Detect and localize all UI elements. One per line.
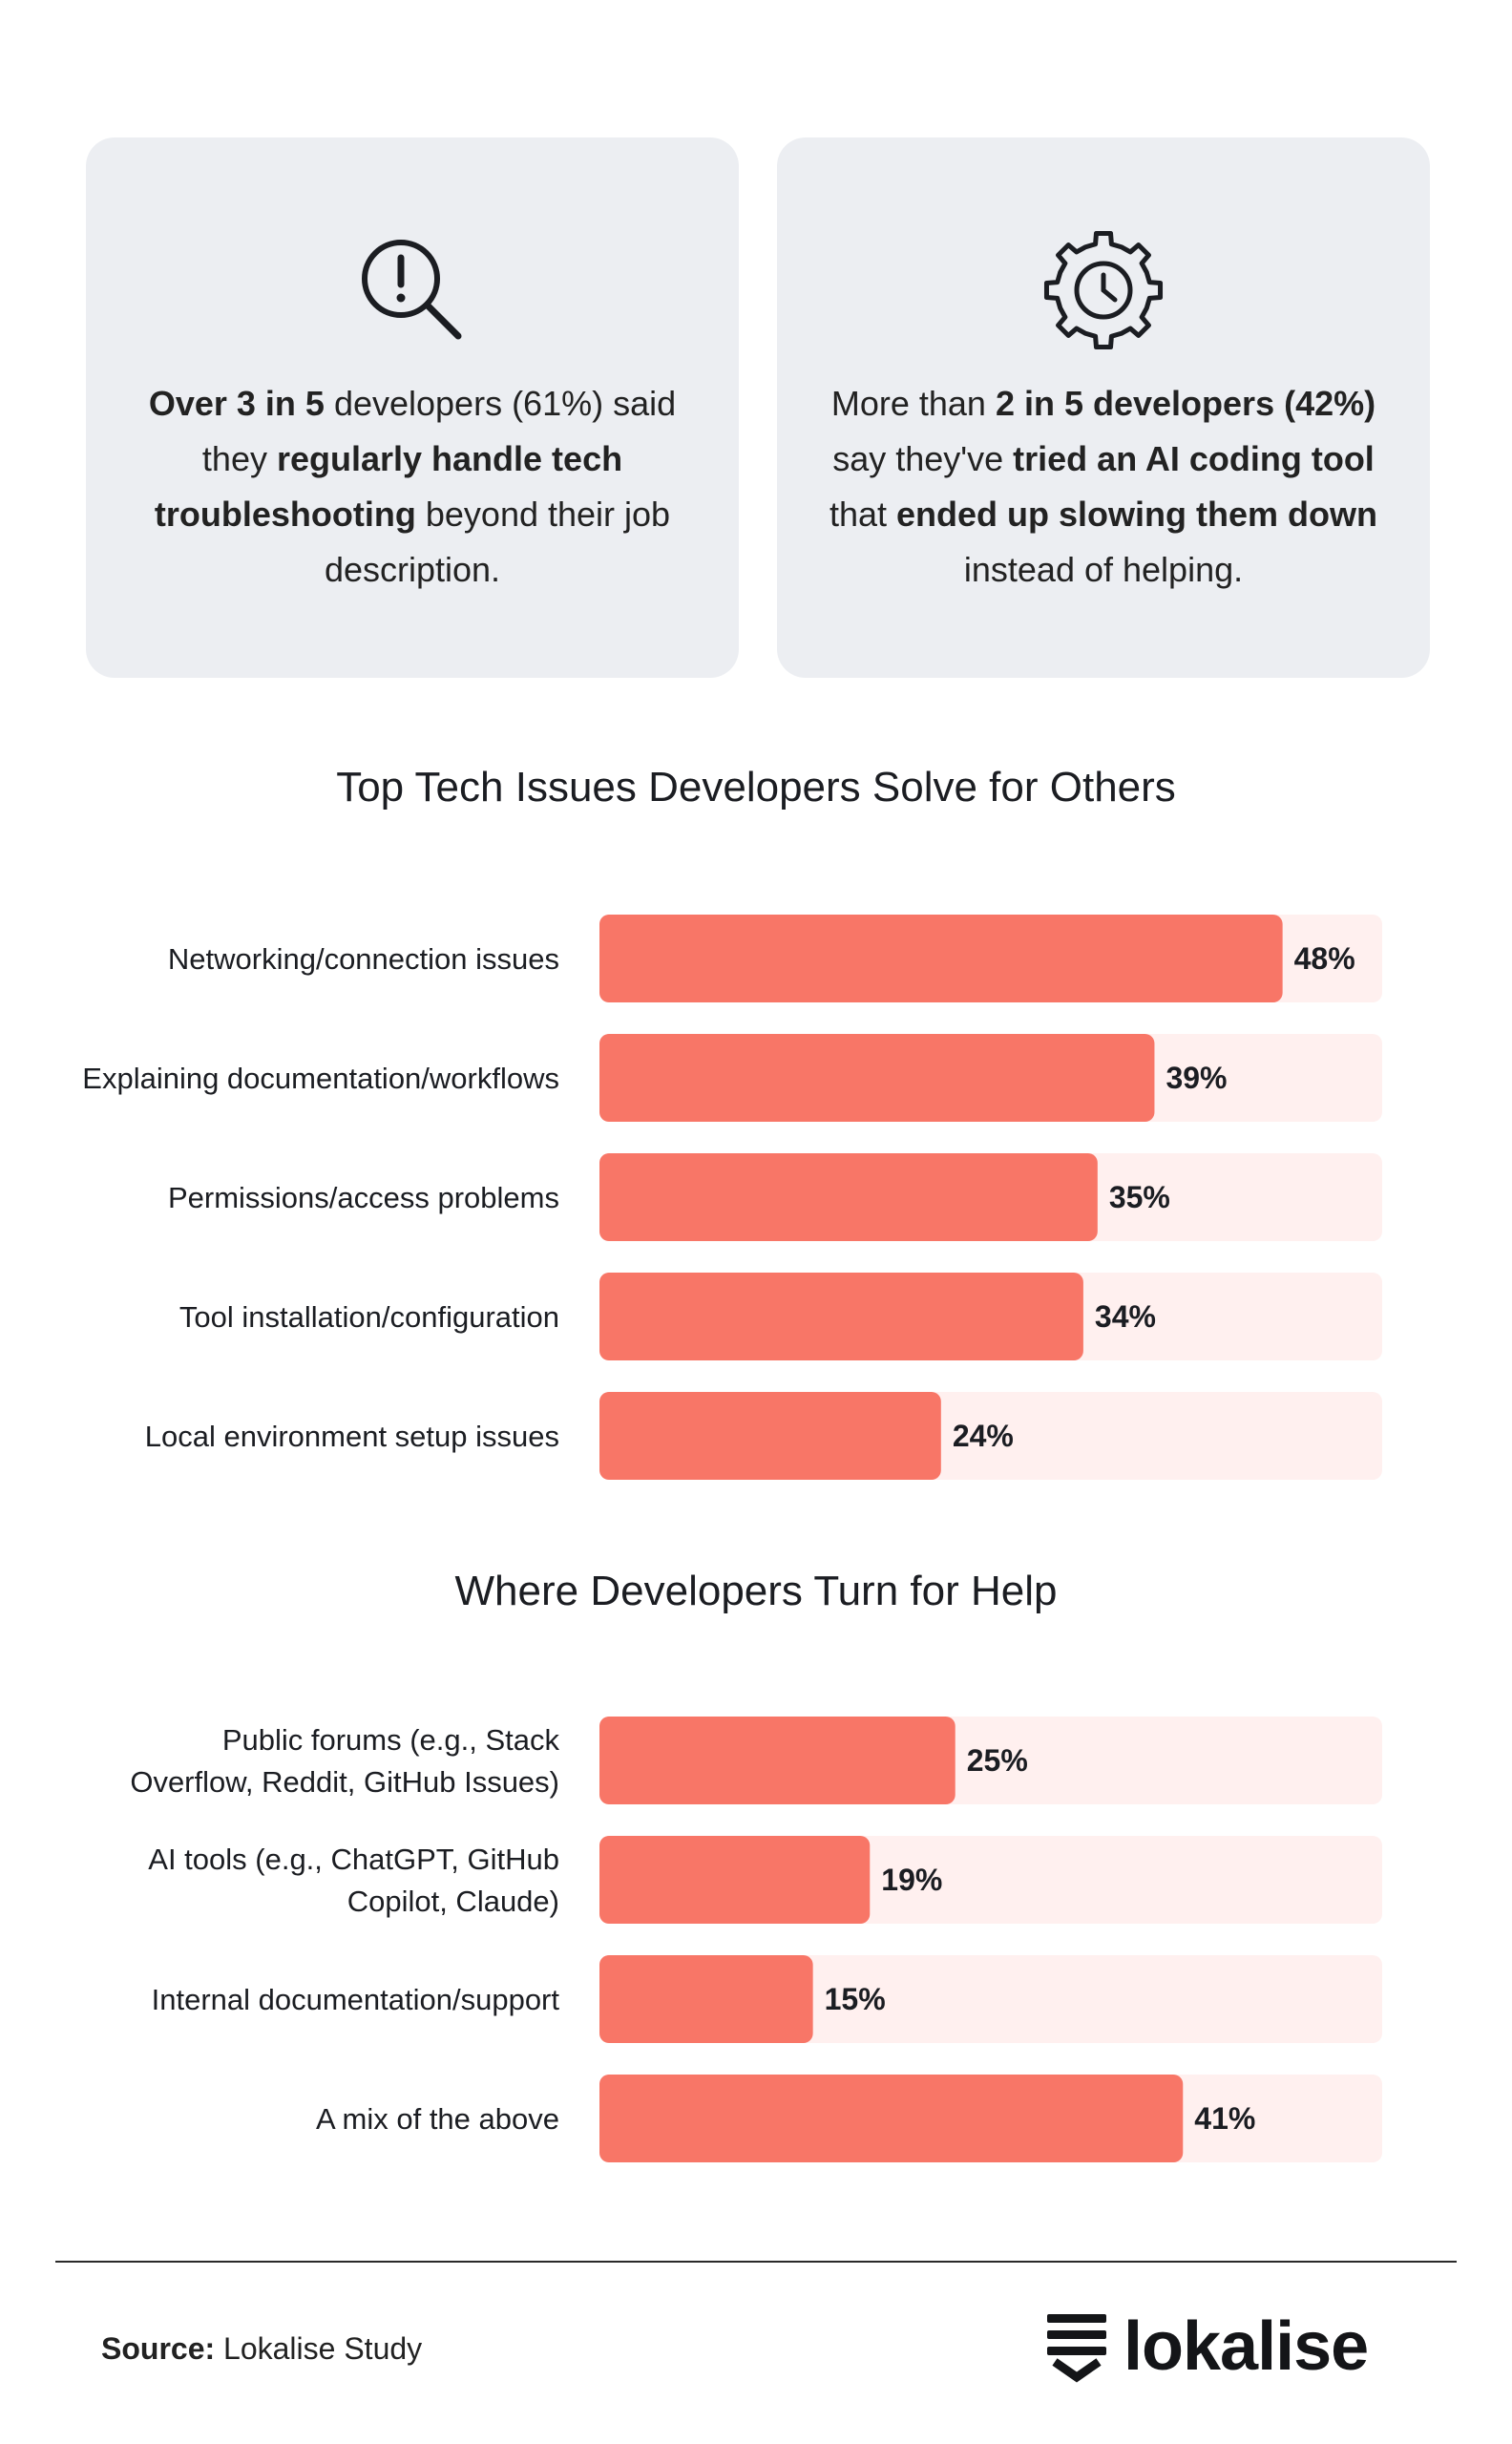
category-label: Permissions/access problems — [168, 1181, 559, 1214]
footer-divider — [55, 2261, 1457, 2263]
source-note: Source: Lokalise Study — [101, 2331, 422, 2367]
bar — [599, 1836, 871, 1924]
bar-value-label: 35% — [1109, 1180, 1170, 1214]
stat-text: developers (61%) said they — [201, 384, 677, 478]
category-label: Public forums (e.g., Stack — [222, 1723, 560, 1757]
category-label: AI tools (e.g., ChatGPT, GitHub — [148, 1843, 559, 1876]
chart-help-sources: 25% Public forums (e.g., Stack Overflow, R… — [0, 1699, 1512, 2196]
bar-value-label: 15% — [825, 1982, 886, 2016]
stat-card-text: More than 2 in 5 developers (42%) say th… — [806, 376, 1401, 598]
bar-value-label: 34% — [1095, 1299, 1156, 1334]
stat-text: say they've — [832, 439, 1014, 478]
chart-top-issues: 48% Networking/connection issues 39% Explai… — [0, 897, 1512, 1508]
stat-text: that — [829, 495, 897, 534]
bar — [599, 2075, 1184, 2162]
stat-text: instead of helping. — [963, 550, 1244, 589]
stat-emphasis: regularly handle tech troubleshooting — [154, 439, 623, 534]
category-label: Copilot, Claude) — [347, 1885, 559, 1918]
magnifier-alert-icon — [346, 223, 479, 357]
brand-wordmark: lokalise — [1124, 2308, 1369, 2385]
bar — [599, 1955, 813, 2043]
bar — [599, 1717, 956, 1804]
stat-card-text: Over 3 in 5 developers (61%) said they r… — [115, 376, 710, 598]
source-text: Lokalise Study — [223, 2331, 423, 2366]
category-label: Explaining documentation/workflows — [82, 1062, 559, 1095]
bar-value-label: 48% — [1294, 941, 1355, 976]
bar — [599, 1273, 1083, 1360]
brand-logo: lokalise — [1045, 2308, 1369, 2385]
stat-text: beyond their job description. — [324, 495, 671, 589]
stat-emphasis: ended up slowing them down — [896, 495, 1378, 534]
bar-value-label: 25% — [967, 1743, 1028, 1778]
bar — [599, 1153, 1098, 1241]
stat-card-troubleshooting: Over 3 in 5 developers (61%) said they r… — [86, 137, 739, 678]
source-label: Source: — [101, 2331, 216, 2366]
category-label: Internal documentation/support — [152, 1983, 560, 2016]
stat-card-ai-tools: More than 2 in 5 developers (42%) say th… — [777, 137, 1430, 678]
chart-title-top-issues: Top Tech Issues Developers Solve for Oth… — [336, 764, 1176, 811]
stat-text: More than — [830, 384, 996, 423]
lokalise-logo-icon — [1047, 2314, 1106, 2383]
category-label: Overflow, Reddit, GitHub Issues) — [130, 1765, 559, 1799]
category-label: Networking/connection issues — [168, 942, 559, 976]
bar — [599, 1034, 1155, 1122]
bar-chart-top-issues: 48% Networking/connection issues 39% Explai… — [82, 915, 1382, 1480]
bar-value-label: 24% — [953, 1419, 1014, 1453]
category-label: A mix of the above — [316, 2102, 559, 2136]
category-label: Tool installation/configuration — [179, 1300, 559, 1334]
bar-value-label: 41% — [1194, 2101, 1255, 2136]
bar — [599, 1392, 941, 1480]
stat-emphasis: 2 in 5 developers (42%) — [995, 384, 1376, 423]
category-label: Local environment setup issues — [145, 1420, 559, 1453]
bar-value-label: 19% — [881, 1863, 942, 1897]
chart-title-help-sources: Where Developers Turn for Help — [454, 1568, 1058, 1614]
stat-emphasis: tried an AI coding tool — [1013, 439, 1375, 478]
bar — [599, 915, 1283, 1002]
stat-emphasis: Over 3 in 5 — [148, 384, 325, 423]
gear-clock-icon — [1037, 223, 1170, 357]
bar-chart-help-sources: 25% Public forums (e.g., Stack Overflow, R… — [130, 1717, 1382, 2162]
bar-value-label: 39% — [1166, 1061, 1227, 1095]
